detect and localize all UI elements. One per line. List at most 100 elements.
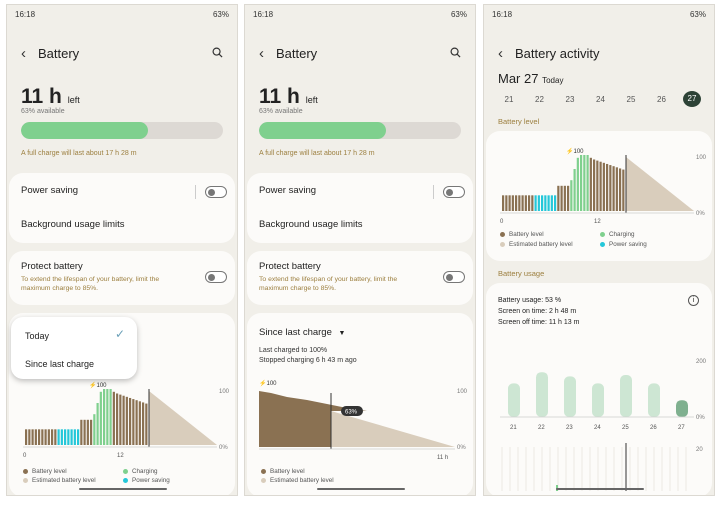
page-title: Battery	[276, 46, 318, 61]
date-sub: Today	[542, 76, 564, 85]
level-bar	[599, 161, 602, 211]
search-icon[interactable]	[212, 46, 223, 61]
header: ‹ Battery	[259, 45, 461, 62]
available-percent: 63% available	[21, 108, 65, 115]
usage-card: Battery usage: 53 % Screen on time: 2 h …	[486, 283, 712, 495]
screen-battery-since-charge: 16:18 63% ‹ Battery 11 h left 63% availab…	[244, 4, 476, 496]
settings-card: Power saving Background usage limits	[247, 173, 473, 243]
usage-x-tick-27: 27	[678, 425, 685, 431]
nav-handle[interactable]	[556, 488, 644, 490]
date-chip-26[interactable]: 26	[657, 95, 666, 104]
level-bar	[511, 195, 514, 211]
status-battery: 63%	[212, 10, 229, 19]
date-chip-25[interactable]: 25	[626, 95, 636, 104]
level-bar	[41, 429, 44, 445]
time-left-value: 11 h	[259, 85, 300, 108]
date-chip-21[interactable]: 21	[504, 95, 514, 104]
level-bar	[508, 195, 511, 211]
usage-x-tick-22: 22	[538, 425, 545, 431]
x-tick-12: 12	[117, 453, 124, 459]
available-percent: 63% available	[259, 108, 303, 115]
level-bar	[550, 195, 553, 211]
level-bar	[567, 185, 570, 211]
x-tick-0: 0	[500, 219, 504, 225]
y-tick-top: 200	[696, 359, 707, 365]
search-icon[interactable]	[450, 46, 461, 61]
protect-battery-label[interactable]: Protect battery	[21, 261, 83, 272]
status-bar: 16:18 63%	[492, 10, 706, 19]
date-chip-27[interactable]: 27	[683, 91, 701, 107]
back-icon[interactable]: ‹	[498, 45, 503, 62]
power-saving-label[interactable]: Power saving	[259, 185, 317, 196]
time-left: 11 h left	[259, 85, 318, 109]
level-bar	[54, 429, 57, 445]
level-bar	[116, 393, 119, 445]
x-tick-12: 12	[594, 219, 601, 225]
level-bar	[25, 429, 28, 445]
back-icon[interactable]: ‹	[259, 45, 264, 62]
protect-battery-toggle[interactable]	[443, 271, 465, 283]
level-bar	[28, 429, 31, 445]
full-charge-note: A full charge will last about 17 h 28 m	[21, 150, 137, 157]
legend-text: Power saving	[132, 477, 170, 484]
current-label: 63%	[345, 410, 358, 416]
x-tick-0: 0	[23, 453, 27, 459]
screen-battery-activity: 16:18 63% ‹ Battery activity Mar 27 Today…	[483, 4, 715, 496]
date-chip-24[interactable]: 24	[596, 95, 605, 104]
level-bar	[67, 429, 70, 445]
level-bar	[515, 195, 518, 211]
background-usage-limits-item[interactable]: Background usage limits	[259, 219, 363, 230]
usage-x-tick-26: 26	[650, 425, 657, 431]
level-bar	[586, 155, 589, 211]
estimated-area	[626, 157, 694, 211]
legend-text: Estimated battery level	[509, 241, 573, 248]
level-bar	[44, 429, 47, 445]
power-saving-toggle[interactable]	[205, 186, 227, 198]
level-bar	[106, 389, 109, 445]
level-bar	[64, 429, 67, 445]
level-bar	[541, 195, 544, 211]
screen-off-time: Screen off time: 11 h 13 m	[498, 319, 580, 326]
power-saving-label[interactable]: Power saving	[21, 185, 79, 196]
legend-text: Power saving	[609, 241, 647, 248]
date-chip-23[interactable]: 23	[565, 95, 575, 104]
legend-power-saving: Power saving	[600, 241, 647, 248]
background-usage-limits-item[interactable]: Background usage limits	[21, 219, 125, 230]
level-bar	[73, 429, 76, 445]
header: ‹ Battery	[21, 45, 223, 62]
section-battery-level: Battery level	[498, 117, 540, 126]
level-bar	[103, 389, 106, 445]
period-selector[interactable]: Since last charge ▼	[259, 327, 345, 338]
level-bar	[77, 429, 80, 445]
battery-level-fill	[259, 122, 387, 139]
date-chip-22[interactable]: 22	[535, 95, 544, 104]
legend-dot	[261, 478, 266, 483]
estimated-area	[149, 391, 217, 445]
protect-battery-label[interactable]: Protect battery	[259, 261, 321, 272]
nav-handle[interactable]	[79, 488, 167, 490]
period-selector-label: Since last charge	[259, 327, 332, 338]
level-bar	[576, 157, 579, 211]
power-saving-toggle[interactable]	[443, 186, 465, 198]
protect-battery-toggle[interactable]	[205, 271, 227, 283]
back-icon[interactable]: ‹	[21, 45, 26, 62]
screen-on-time: Screen on time: 2 h 48 m	[498, 308, 577, 315]
legend-dot	[600, 242, 605, 247]
usage-bar-24	[592, 383, 604, 417]
status-battery: 63%	[689, 10, 706, 19]
level-bar	[99, 391, 102, 445]
level-bar	[560, 185, 563, 211]
legend-battery-level: Battery level	[261, 468, 305, 475]
usage-percent: Battery usage: 53 %	[498, 297, 562, 304]
page-title: Battery	[38, 46, 80, 61]
status-time: 16:18	[253, 10, 274, 19]
level-bar	[138, 401, 141, 445]
info-icon[interactable]: i	[688, 295, 699, 306]
estimated-area	[331, 411, 455, 447]
usage-x-tick-23: 23	[566, 425, 573, 431]
level-bar	[129, 397, 132, 445]
nav-handle[interactable]	[317, 488, 405, 490]
menu-item-since-last-charge[interactable]: Since last charge	[25, 359, 95, 369]
level-bar	[544, 195, 547, 211]
menu-item-today[interactable]: Today	[25, 331, 50, 341]
